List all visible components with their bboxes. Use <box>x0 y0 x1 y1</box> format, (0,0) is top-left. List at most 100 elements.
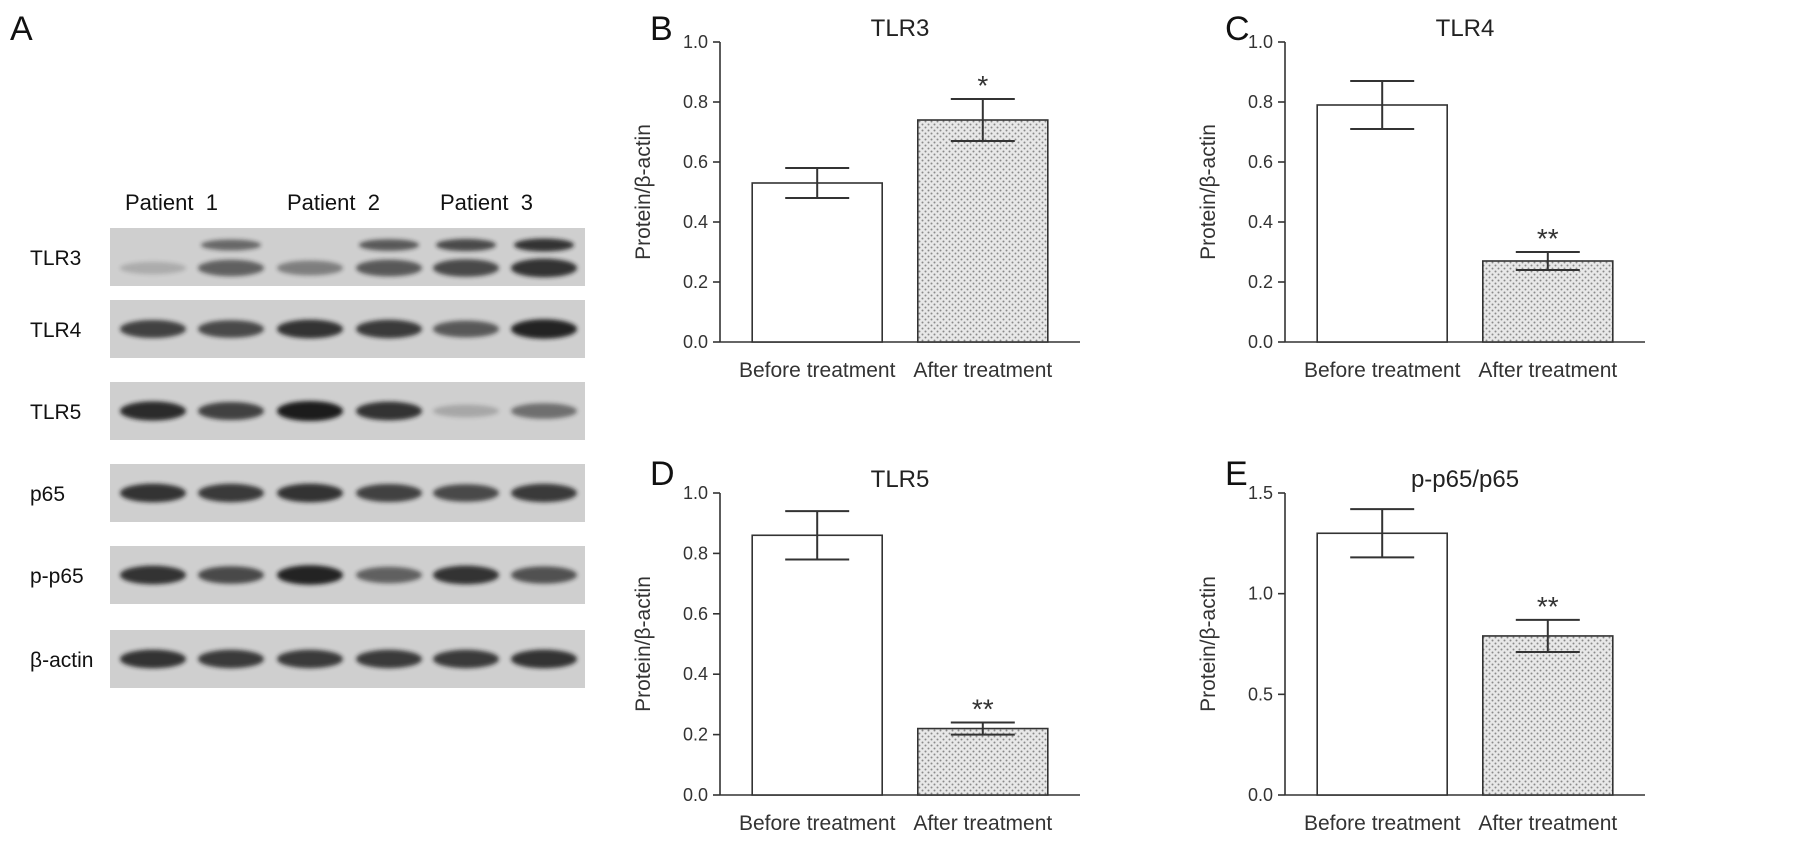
blot-band <box>511 258 577 278</box>
blot-band <box>511 566 577 584</box>
blot-band <box>120 565 186 585</box>
y-tick-label: 0.6 <box>683 152 708 172</box>
y-tick-label: 0.2 <box>683 725 708 745</box>
y-tick-label: 0.6 <box>683 604 708 624</box>
bar-before <box>1316 104 1448 343</box>
blot-band <box>198 649 264 669</box>
bar-before <box>751 182 884 343</box>
blot-strip <box>110 464 585 522</box>
y-tick-label: 0.8 <box>1248 92 1273 112</box>
blot-band <box>277 565 343 585</box>
y-tick-label: 1.0 <box>1248 32 1273 52</box>
blot-row-β-actin: β-actin <box>30 630 585 688</box>
chart-panel-D: D TLR5 0.0 0.2 0.4 0.6 0.8 1.0 Protein/β-actin Be… <box>632 455 1080 835</box>
blot-band <box>511 403 577 419</box>
blot-strip <box>110 382 585 440</box>
x-category-label: After treatment <box>1478 812 1617 835</box>
blot-band <box>120 261 186 275</box>
significance-marker: ** <box>1537 591 1559 622</box>
chart-panel-B: B TLR3 0.0 0.2 0.4 0.6 0.8 1.0 Protein/β-actin Be… <box>632 10 1080 382</box>
y-tick-label: 0.8 <box>683 543 708 563</box>
y-tick-label: 1.0 <box>1248 584 1273 604</box>
y-tick-label: 0.4 <box>683 212 708 232</box>
y-axis-label: Protein/β-actin <box>632 576 655 712</box>
blot-row-p65: p65 <box>30 464 585 522</box>
y-tick-label: 0.2 <box>683 272 708 292</box>
blot-band <box>277 319 343 339</box>
panel-letter: B <box>650 10 673 48</box>
blot-band <box>433 649 499 669</box>
blot-band <box>277 649 343 669</box>
blot-band <box>433 320 499 338</box>
y-tick-label: 0.5 <box>1248 684 1273 704</box>
x-category-label: After treatment <box>913 812 1052 835</box>
y-tick-label: 0.4 <box>1248 212 1273 232</box>
chart-title: p-p65/p65 <box>1411 466 1519 493</box>
blot-band <box>198 259 264 277</box>
blot-band <box>120 649 186 669</box>
y-tick-label: 0.0 <box>1248 785 1273 805</box>
blot-band <box>356 259 422 277</box>
blot-band <box>198 566 264 584</box>
x-category-label: After treatment <box>913 359 1052 382</box>
blot-band <box>433 259 499 277</box>
blot-row-p-p65: p-p65 <box>30 546 585 604</box>
significance-marker: ** <box>972 694 994 725</box>
blot-band <box>356 649 422 669</box>
blot-band <box>120 483 186 503</box>
blot-band <box>356 566 422 584</box>
bar-before <box>751 534 884 796</box>
bar-after <box>1482 635 1614 796</box>
bar-after <box>916 727 1049 796</box>
y-tick-label: 1.5 <box>1248 483 1273 503</box>
bar-after <box>916 119 1049 343</box>
western-blot-panel: A Patient 1 Patient 2 Patient 3 TLR3 TLR4… <box>10 10 585 688</box>
chart-title: TLR5 <box>871 466 930 493</box>
chart-title: TLR3 <box>871 15 930 42</box>
blot-band-upper <box>514 238 574 252</box>
blot-band <box>511 483 577 503</box>
blot-strip <box>110 546 585 604</box>
blot-band <box>356 484 422 502</box>
blot-band <box>120 320 186 338</box>
blot-band <box>198 320 264 338</box>
blot-band <box>198 402 264 420</box>
blot-strip <box>110 300 585 358</box>
x-category-label: Before treatment <box>739 359 896 382</box>
lane-label-patient-1: Patient 1 <box>125 190 218 215</box>
blot-band <box>120 401 186 421</box>
protein-label: TLR3 <box>30 247 81 270</box>
protein-label: TLR5 <box>30 401 81 424</box>
blot-band <box>198 483 264 503</box>
panel-letter: D <box>650 455 675 493</box>
y-tick-label: 0.4 <box>683 664 708 684</box>
blot-band <box>433 484 499 502</box>
panel-letter-a: A <box>10 10 33 48</box>
panel-letter: E <box>1225 455 1248 493</box>
significance-marker: ** <box>1537 223 1559 254</box>
blot-band <box>356 319 422 339</box>
x-category-label: Before treatment <box>739 812 896 835</box>
y-axis-label: Protein/β-actin <box>632 124 655 260</box>
lane-label-patient-2: Patient 2 <box>287 190 380 215</box>
blot-band <box>356 401 422 421</box>
blot-band <box>511 319 577 339</box>
y-axis-label: Protein/β-actin <box>1197 124 1220 260</box>
protein-label: p65 <box>30 483 65 506</box>
x-category-label: Before treatment <box>1304 812 1461 835</box>
bar-after <box>1482 260 1614 343</box>
y-axis-label: Protein/β-actin <box>1197 576 1220 712</box>
blot-band <box>277 401 343 421</box>
blot-strip <box>110 228 585 286</box>
protein-label: TLR4 <box>30 319 82 342</box>
y-tick-label: 0.0 <box>683 785 708 805</box>
y-tick-label: 1.0 <box>683 483 708 503</box>
blot-strip <box>110 630 585 688</box>
blot-band <box>433 565 499 585</box>
blot-band-upper <box>436 238 496 252</box>
blot-band <box>277 260 343 276</box>
y-tick-label: 0.0 <box>1248 332 1273 352</box>
blot-band <box>433 404 499 418</box>
